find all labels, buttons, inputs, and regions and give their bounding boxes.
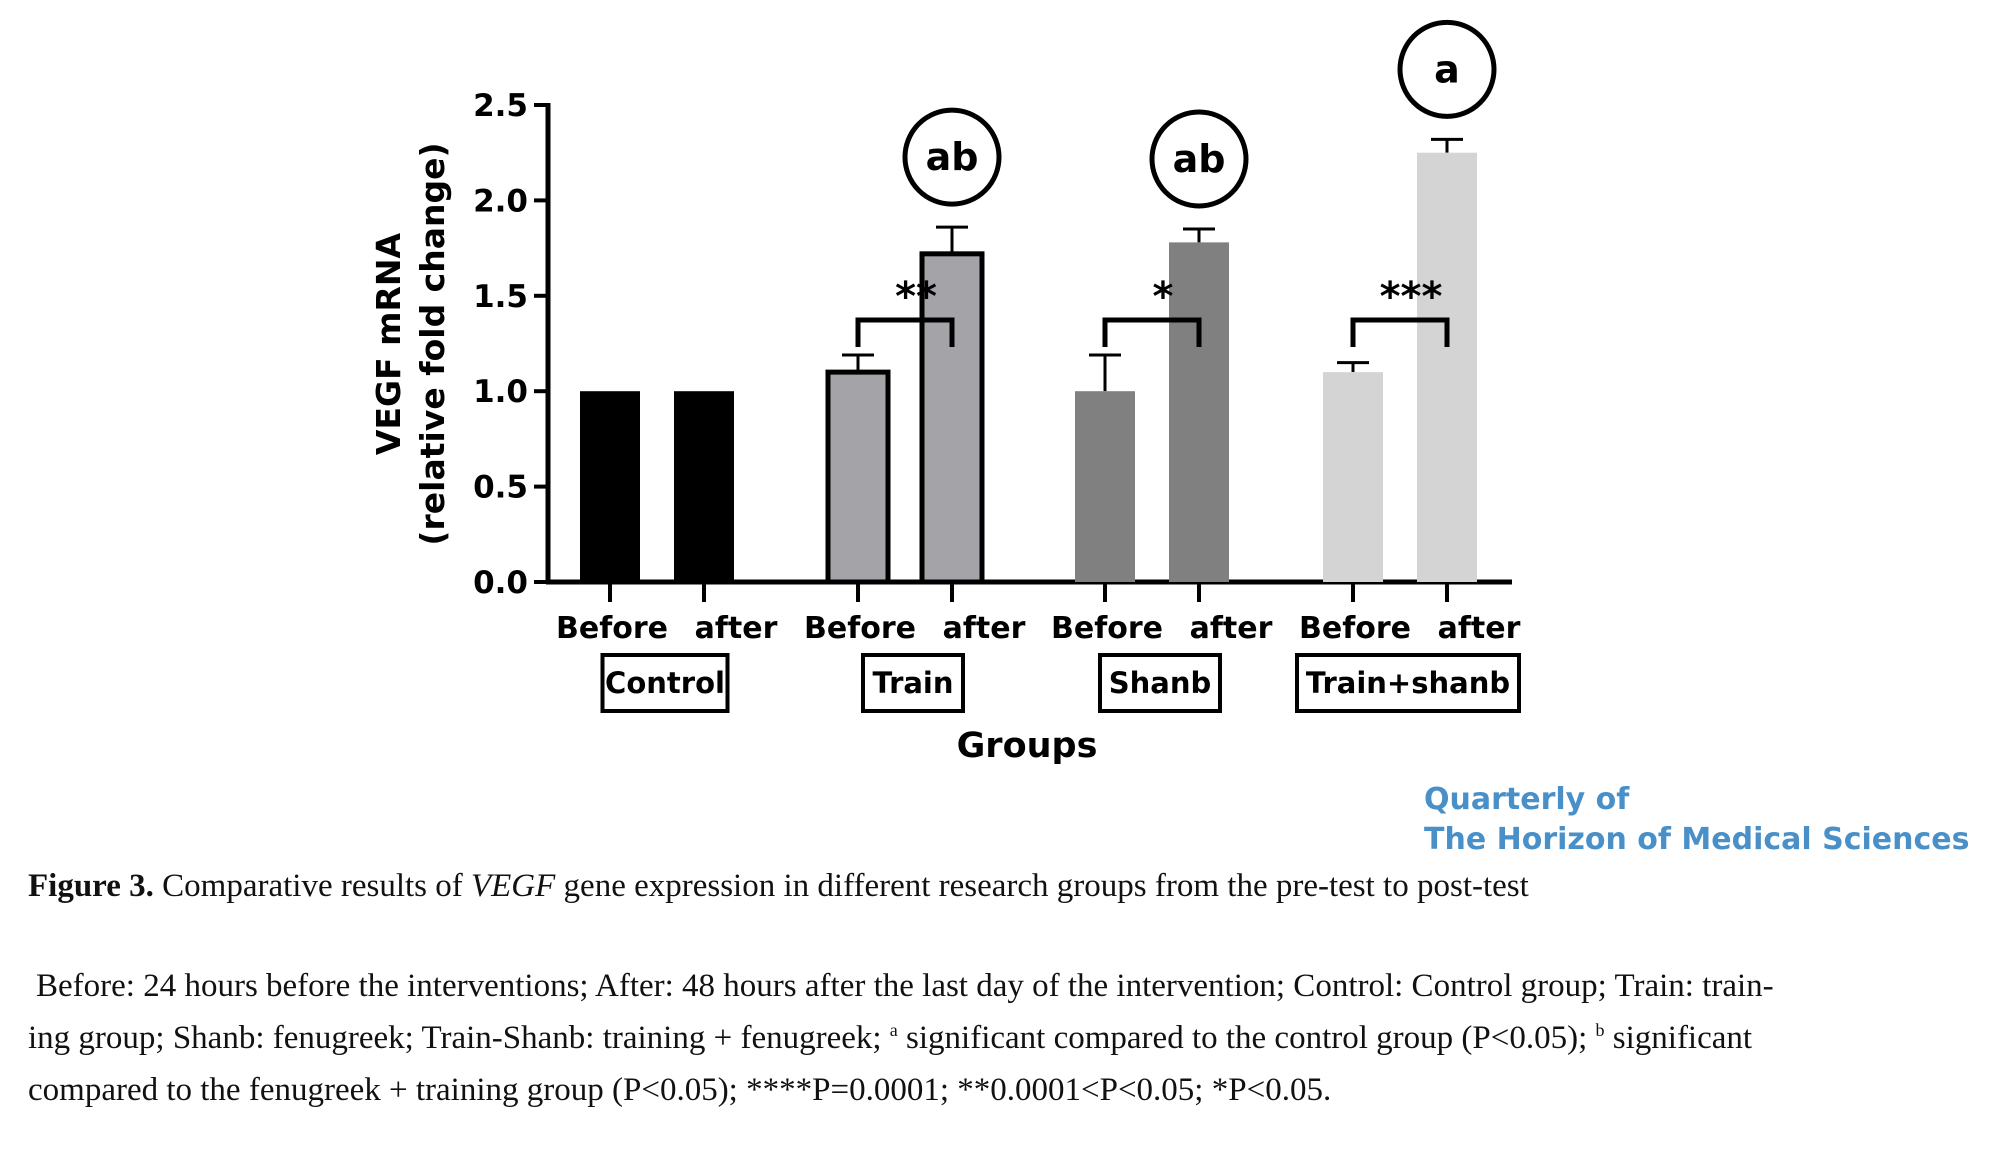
x-tick-label-before: Before <box>556 611 668 646</box>
bar-train-after <box>919 251 985 585</box>
significance-bracket <box>1350 317 1450 347</box>
notes-line-2: ing group; Shanb: fenugreek; Train-Shanb… <box>28 1012 1918 1064</box>
notes-line-3: compared to the fenugreek + training gro… <box>28 1072 1332 1108</box>
bar-control-before <box>580 391 640 582</box>
y-tick-label: 1.5 <box>473 279 528 315</box>
caption-gene-name: VEGF <box>470 868 556 904</box>
notes-line-2c: significant <box>1604 1020 1753 1056</box>
bar-train-shanb-before <box>1323 372 1383 582</box>
superscript-a: a <box>889 1020 898 1040</box>
group-label-box <box>600 653 730 713</box>
significance-bracket <box>1102 317 1202 347</box>
group-label: Train+shanb <box>1306 666 1510 700</box>
bar-train-shanb-after <box>1417 152 1477 582</box>
bar-train-before <box>825 369 891 585</box>
significance-stars: * <box>1153 274 1174 320</box>
x-tick-label-after: after <box>695 611 778 646</box>
y-axis-title: VEGF mRNA <box>369 232 408 455</box>
caption-text-after: gene expression in different research gr… <box>555 868 1529 904</box>
significance-letter-circle <box>1149 109 1249 209</box>
significance-letter-circle <box>1397 19 1497 119</box>
notes-line-1: Before: 24 hours before the intervention… <box>36 968 1774 1004</box>
notes-line-2a: ing group; Shanb: fenugreek; Train-Shanb… <box>28 1020 890 1056</box>
group-label: Shanb <box>1109 666 1212 700</box>
x-tick-label-before: Before <box>1051 611 1163 646</box>
x-tick-label-before: Before <box>804 611 916 646</box>
group-label-box <box>861 653 965 713</box>
bar-shanb-before <box>1075 391 1135 582</box>
y-tick-label: 2.0 <box>473 183 528 219</box>
caption-text-before: Comparative results of <box>153 868 471 904</box>
bar-control-after <box>674 391 734 582</box>
group-label: Train <box>872 666 953 700</box>
significance-letter-circle <box>902 107 1002 207</box>
y-axis-subtitle: (relative fold change) <box>413 142 452 545</box>
significance-bracket <box>855 317 955 347</box>
watermark-line-1: Quarterly of <box>1424 782 1630 817</box>
watermark-line-2: The Horizon of Medical Sciences <box>1424 822 1970 857</box>
x-tick-label-after: after <box>1190 611 1273 646</box>
x-tick-label-before: Before <box>1299 611 1411 646</box>
significance-stars: *** <box>1380 274 1443 320</box>
group-label: Control <box>605 666 725 700</box>
significance-letter: a <box>1434 47 1460 91</box>
group-label-box <box>1295 653 1521 713</box>
y-tick-label: 0.5 <box>473 470 528 506</box>
y-tick-label: 2.5 <box>473 88 528 124</box>
y-tick-label: 0.0 <box>473 565 528 601</box>
bar-chart: 0.0 0.5 1.0 1.5 2.0 2.5 VEGF mRNA (relative fol… <box>369 19 1521 766</box>
significance-letter: ab <box>1173 137 1226 181</box>
group-label-box <box>1098 653 1222 713</box>
figure-label: Figure 3. <box>28 868 154 904</box>
superscript-b: b <box>1595 1020 1605 1040</box>
x-axis-title: Groups <box>957 726 1098 766</box>
x-tick-label-after: after <box>943 611 1026 646</box>
bar-shanb-after <box>1169 242 1229 582</box>
notes-line-2b: significant compared to the control grou… <box>897 1020 1596 1056</box>
journal-watermark: Quarterly of The Horizon of Medical Scie… <box>1424 780 1969 860</box>
figure-notes: Before: 24 hours before the intervention… <box>28 960 1918 1116</box>
y-tick-label: 1.0 <box>473 374 528 410</box>
significance-stars: ** <box>895 274 937 320</box>
significance-letter: ab <box>926 135 979 179</box>
figure-caption: Figure 3. Comparative results of VEGF ge… <box>28 868 1972 905</box>
x-tick-label-after: after <box>1438 611 1521 646</box>
